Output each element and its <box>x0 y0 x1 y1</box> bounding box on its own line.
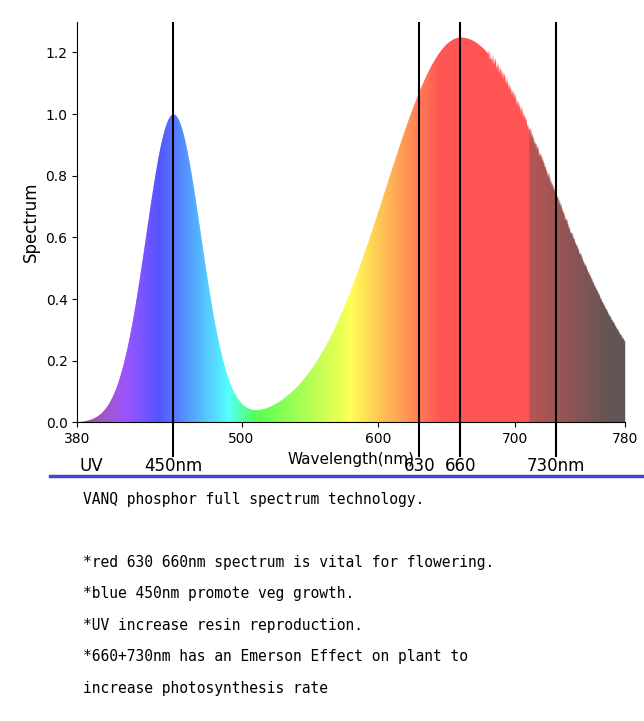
Text: 730nm: 730nm <box>527 457 585 474</box>
Text: *UV increase resin reproduction.: *UV increase resin reproduction. <box>82 618 363 633</box>
Text: *red 630 660nm spectrum is vital for flowering.: *red 630 660nm spectrum is vital for flo… <box>82 555 494 570</box>
Text: *blue 450nm promote veg growth.: *blue 450nm promote veg growth. <box>82 586 354 601</box>
Text: increase photosynthesis rate: increase photosynthesis rate <box>82 681 328 696</box>
Text: 450nm: 450nm <box>144 457 202 474</box>
Text: UV: UV <box>79 457 103 474</box>
Text: *660+730nm has an Emerson Effect on plant to: *660+730nm has an Emerson Effect on plan… <box>82 650 468 665</box>
Text: 630: 630 <box>404 457 435 474</box>
X-axis label: Wavelength(nm): Wavelength(nm) <box>287 451 415 466</box>
Text: VANQ phosphor full spectrum technology.: VANQ phosphor full spectrum technology. <box>82 492 424 507</box>
Text: 660: 660 <box>445 457 476 474</box>
Y-axis label: Spectrum: Spectrum <box>22 182 40 262</box>
